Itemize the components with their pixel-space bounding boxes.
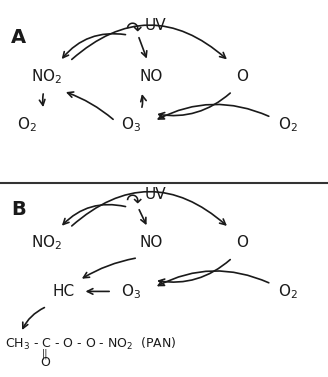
Text: O$_3$: O$_3$	[121, 115, 141, 134]
Text: B: B	[11, 200, 26, 219]
Text: O: O	[236, 235, 248, 250]
Text: NO$_2$: NO$_2$	[31, 233, 63, 252]
Text: O$_3$: O$_3$	[121, 282, 141, 301]
Text: UV: UV	[145, 18, 166, 33]
Text: O$_2$: O$_2$	[17, 115, 37, 134]
Text: UV: UV	[145, 187, 166, 202]
Text: O: O	[236, 69, 248, 84]
Text: ↷: ↷	[125, 192, 141, 211]
Text: CH$_3$ - C - O - O - NO$_2$  (PAN): CH$_3$ - C - O - O - NO$_2$ (PAN)	[5, 336, 176, 352]
Text: ↷: ↷	[125, 20, 141, 39]
Text: O$_2$: O$_2$	[278, 282, 297, 301]
Text: HC: HC	[52, 284, 74, 299]
Text: NO$_2$: NO$_2$	[31, 67, 63, 86]
Text: A: A	[11, 28, 26, 47]
Text: NO: NO	[139, 69, 163, 84]
Text: ||: ||	[42, 349, 49, 359]
Text: NO: NO	[139, 235, 163, 250]
Text: O$_2$: O$_2$	[278, 115, 297, 134]
Text: O: O	[40, 356, 50, 369]
